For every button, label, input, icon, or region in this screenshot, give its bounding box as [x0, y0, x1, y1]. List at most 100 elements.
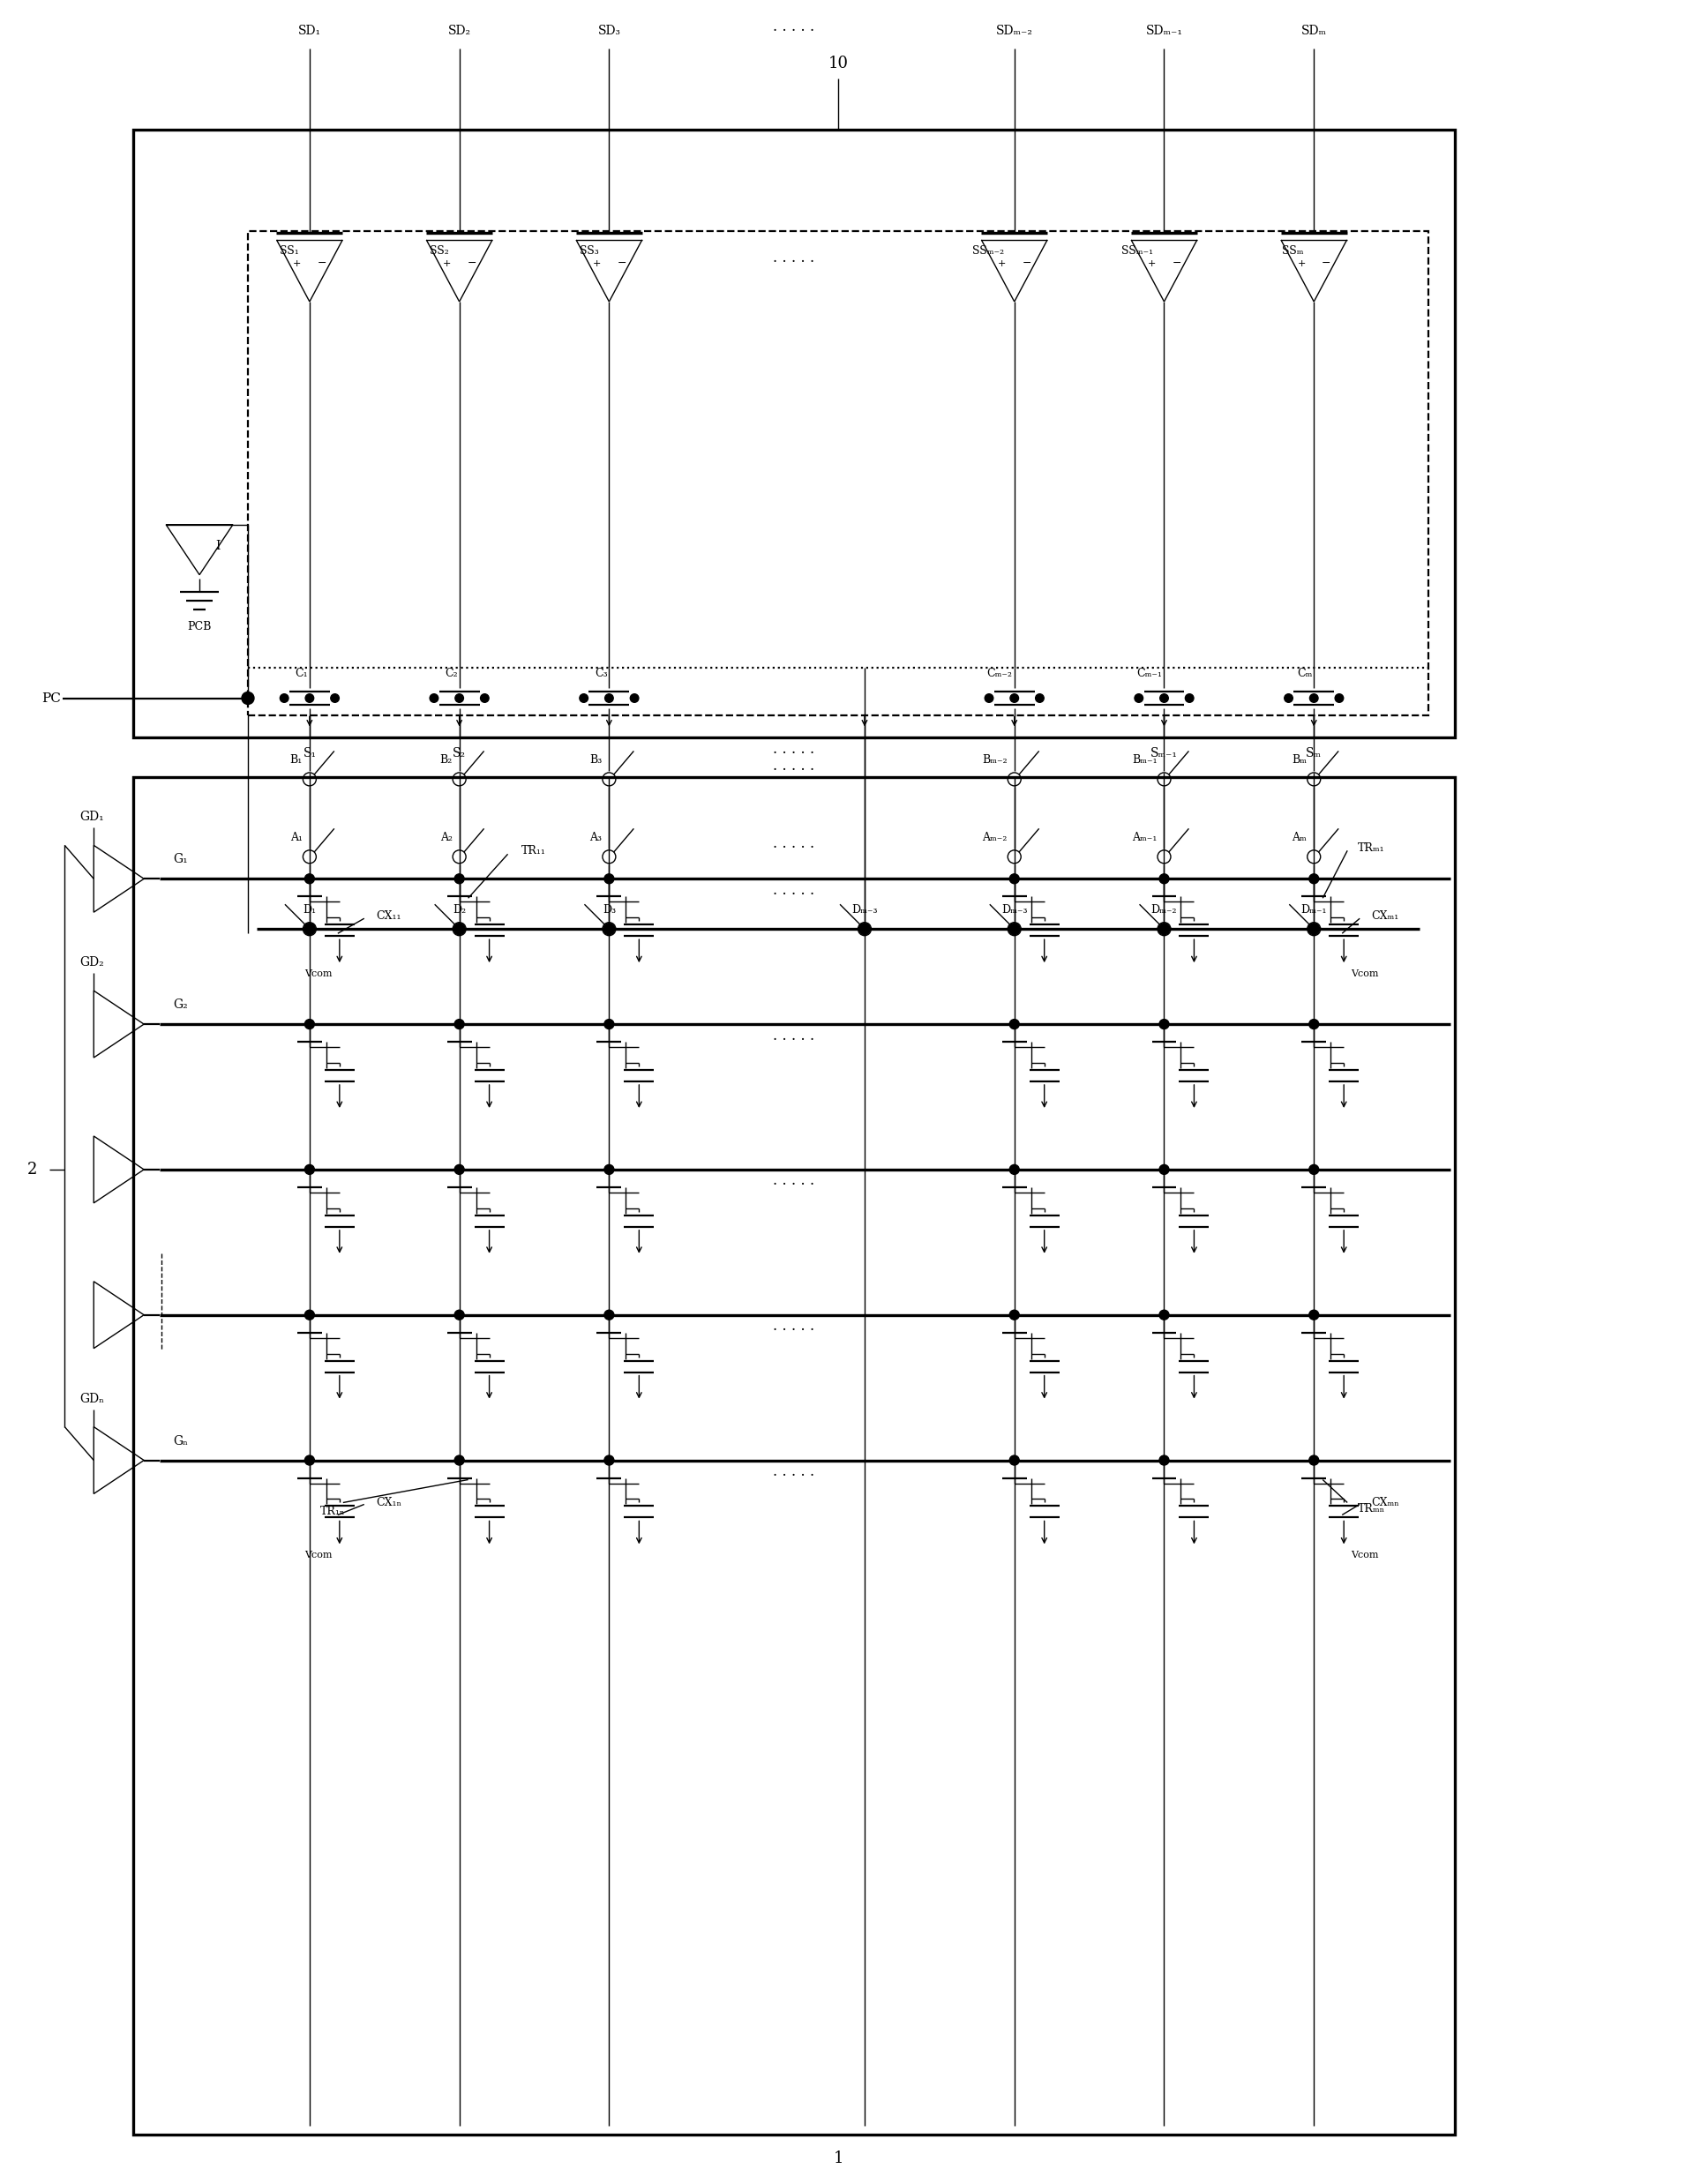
Circle shape: [304, 1310, 315, 1319]
Circle shape: [454, 1020, 464, 1029]
Text: Sₘ₋₁: Sₘ₋₁: [1150, 747, 1177, 760]
Circle shape: [454, 1164, 464, 1175]
Text: B₂: B₂: [441, 753, 452, 767]
Circle shape: [604, 924, 614, 935]
Text: SSₘ₋₁: SSₘ₋₁: [1121, 245, 1153, 258]
Circle shape: [1009, 874, 1019, 885]
Text: · · · · ·: · · · · ·: [774, 841, 815, 856]
Bar: [248, 232, 1429, 716]
Circle shape: [1160, 695, 1169, 703]
Text: GD₁: GD₁: [80, 810, 104, 823]
Text: S₂: S₂: [452, 747, 466, 760]
Text: TRₘₙ: TRₘₙ: [1357, 1503, 1385, 1514]
Text: Aₘ: Aₘ: [1293, 832, 1306, 843]
Text: Dₘ₋₁: Dₘ₋₁: [1301, 904, 1327, 915]
Text: Vcom: Vcom: [304, 970, 332, 978]
Text: SDₘ₋₂: SDₘ₋₂: [995, 24, 1033, 37]
Text: +: +: [442, 260, 451, 269]
Text: Cₘ₋₁: Cₘ₋₁: [1136, 668, 1162, 679]
Circle shape: [859, 924, 871, 935]
Text: A₂: A₂: [441, 832, 452, 843]
Text: · · · · ·: · · · · ·: [774, 747, 815, 762]
Text: PCB: PCB: [187, 620, 211, 633]
Circle shape: [1310, 1020, 1318, 1029]
Text: · · · · ·: · · · · ·: [774, 762, 815, 778]
Text: TR₁ₙ: TR₁ₙ: [320, 1505, 345, 1518]
Text: SS₂: SS₂: [430, 245, 449, 258]
Circle shape: [1160, 874, 1169, 885]
Circle shape: [1310, 1164, 1318, 1175]
Text: SS₃: SS₃: [580, 245, 599, 258]
Text: Dₘ₋₂: Dₘ₋₂: [1152, 904, 1177, 915]
Text: C₁: C₁: [294, 668, 308, 679]
Circle shape: [454, 924, 464, 935]
Text: C₂: C₂: [444, 668, 458, 679]
Circle shape: [306, 695, 313, 703]
Circle shape: [604, 1164, 614, 1175]
Circle shape: [1310, 1310, 1318, 1319]
Text: B₃: B₃: [590, 753, 602, 767]
Text: −: −: [318, 258, 327, 269]
Circle shape: [1009, 924, 1021, 935]
Circle shape: [1009, 1164, 1019, 1175]
Circle shape: [606, 695, 614, 703]
Text: −: −: [468, 258, 476, 269]
Text: D₃: D₃: [602, 904, 616, 915]
Text: Aₘ₋₁: Aₘ₋₁: [1133, 832, 1157, 843]
Text: A₃: A₃: [590, 832, 602, 843]
Text: +: +: [293, 260, 301, 269]
Text: · · · · ·: · · · · ·: [774, 1033, 815, 1048]
Text: −: −: [1022, 258, 1031, 269]
Circle shape: [985, 695, 993, 703]
Text: · · · · ·: · · · · ·: [774, 887, 815, 902]
Circle shape: [1310, 1455, 1318, 1465]
Text: · · · · ·: · · · · ·: [774, 256, 815, 269]
Circle shape: [604, 1455, 614, 1465]
Text: −: −: [1172, 258, 1180, 269]
Text: GD₂: GD₂: [80, 957, 104, 970]
Text: Cₘ: Cₘ: [1296, 668, 1311, 679]
Circle shape: [304, 1455, 315, 1465]
Circle shape: [1310, 874, 1318, 885]
Text: CX₁ₙ: CX₁ₙ: [376, 1496, 401, 1509]
Text: 1: 1: [833, 2151, 844, 2167]
Text: Dₘ₋₃: Dₘ₋₃: [852, 904, 878, 915]
Circle shape: [1135, 695, 1143, 703]
Text: · · · · ·: · · · · ·: [774, 1324, 815, 1339]
Text: A₁: A₁: [291, 832, 303, 843]
Text: 2: 2: [27, 1162, 37, 1177]
Text: GDₙ: GDₙ: [80, 1393, 104, 1404]
Circle shape: [304, 1164, 315, 1175]
Circle shape: [480, 695, 488, 703]
Circle shape: [1010, 695, 1019, 703]
Text: CXₘₙ: CXₘₙ: [1371, 1496, 1400, 1509]
Circle shape: [456, 695, 464, 703]
Text: SSₘ: SSₘ: [1283, 245, 1303, 258]
Circle shape: [629, 695, 638, 703]
Circle shape: [454, 1310, 464, 1319]
Text: B₁: B₁: [289, 753, 303, 767]
Circle shape: [304, 1020, 315, 1029]
Text: Cₘ₋₂: Cₘ₋₂: [987, 668, 1012, 679]
Text: Vcom: Vcom: [304, 1551, 332, 1559]
Text: TR₁₁: TR₁₁: [521, 845, 546, 856]
Text: Bₘ: Bₘ: [1291, 753, 1306, 767]
Circle shape: [604, 874, 614, 885]
Text: C₃: C₃: [594, 668, 607, 679]
Text: Gₙ: Gₙ: [174, 1435, 189, 1448]
Text: Bₘ₋₂: Bₘ₋₂: [981, 753, 1007, 767]
Circle shape: [1308, 924, 1320, 935]
Circle shape: [304, 874, 315, 885]
Circle shape: [304, 924, 315, 935]
Text: D₁: D₁: [303, 904, 316, 915]
Circle shape: [1160, 1020, 1169, 1029]
Text: PC: PC: [43, 692, 61, 703]
Circle shape: [1186, 695, 1194, 703]
Text: 10: 10: [828, 57, 849, 72]
Text: +: +: [592, 260, 600, 269]
Circle shape: [604, 1020, 614, 1029]
Circle shape: [430, 695, 439, 703]
Text: −: −: [1322, 258, 1332, 269]
Circle shape: [580, 695, 589, 703]
Circle shape: [454, 874, 464, 885]
